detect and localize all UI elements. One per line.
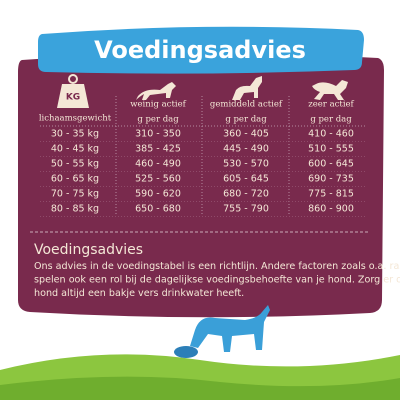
column-header: gemiddeld actief xyxy=(210,100,283,110)
note-line: hond altijd een bakje vers drinkwater he… xyxy=(34,288,244,299)
table-cell: 460 - 490 xyxy=(135,159,181,170)
table-cell: 590 - 620 xyxy=(135,189,181,200)
title-banner xyxy=(38,26,364,74)
table-cell: 360 - 405 xyxy=(223,129,269,140)
dog xyxy=(190,305,270,352)
table-cell: 600 - 645 xyxy=(308,159,354,170)
table-cell: 690 - 735 xyxy=(308,174,354,185)
note-line: spelen ook een rol bij de dagelijkse voe… xyxy=(34,275,400,286)
table-cell: 525 - 560 xyxy=(135,174,181,185)
table-cell: 650 - 680 xyxy=(135,204,181,215)
grass-front xyxy=(0,376,400,400)
table-cell: 60 - 65 kg xyxy=(51,174,99,185)
unit-label: g per dag xyxy=(137,115,179,125)
title: Voedingsadvies xyxy=(94,36,306,64)
weight-label: KG xyxy=(66,93,80,103)
unit-label: g per dag xyxy=(310,115,352,125)
note-line: Ons advies in de voedingstabel is een ri… xyxy=(34,261,400,272)
table-cell: 510 - 555 xyxy=(308,144,354,155)
bowl xyxy=(174,346,198,358)
column-header: zeer actief xyxy=(308,100,354,110)
column-header: weinig actief xyxy=(130,100,186,110)
table-cell: 310 - 350 xyxy=(135,129,181,140)
table-cell: 860 - 900 xyxy=(308,204,354,215)
dog-icons xyxy=(136,76,348,100)
table-cell: 30 - 35 kg xyxy=(51,129,99,140)
table-cell: 80 - 85 kg xyxy=(51,204,99,215)
table-cell: 445 - 490 xyxy=(223,144,269,155)
table-cell: 680 - 720 xyxy=(223,189,269,200)
table-cell: 755 - 790 xyxy=(223,204,269,215)
table-cell: 530 - 570 xyxy=(223,159,269,170)
panel xyxy=(18,53,384,318)
table-cell: 50 - 55 kg xyxy=(51,159,99,170)
unit-label: g per dag xyxy=(225,115,267,125)
table-cell: 385 - 425 xyxy=(135,144,181,155)
table-cell: 775 - 815 xyxy=(308,189,354,200)
note-title: Voedingsadvies xyxy=(34,242,143,258)
column-header: lichaamsgewicht xyxy=(39,114,112,124)
weight-icon: KG xyxy=(57,74,89,108)
table-cell: 410 - 460 xyxy=(308,129,354,140)
table-cell: 40 - 45 kg xyxy=(51,144,99,155)
table-cell: 70 - 75 kg xyxy=(51,189,99,200)
table-cell: 605 - 645 xyxy=(223,174,269,185)
